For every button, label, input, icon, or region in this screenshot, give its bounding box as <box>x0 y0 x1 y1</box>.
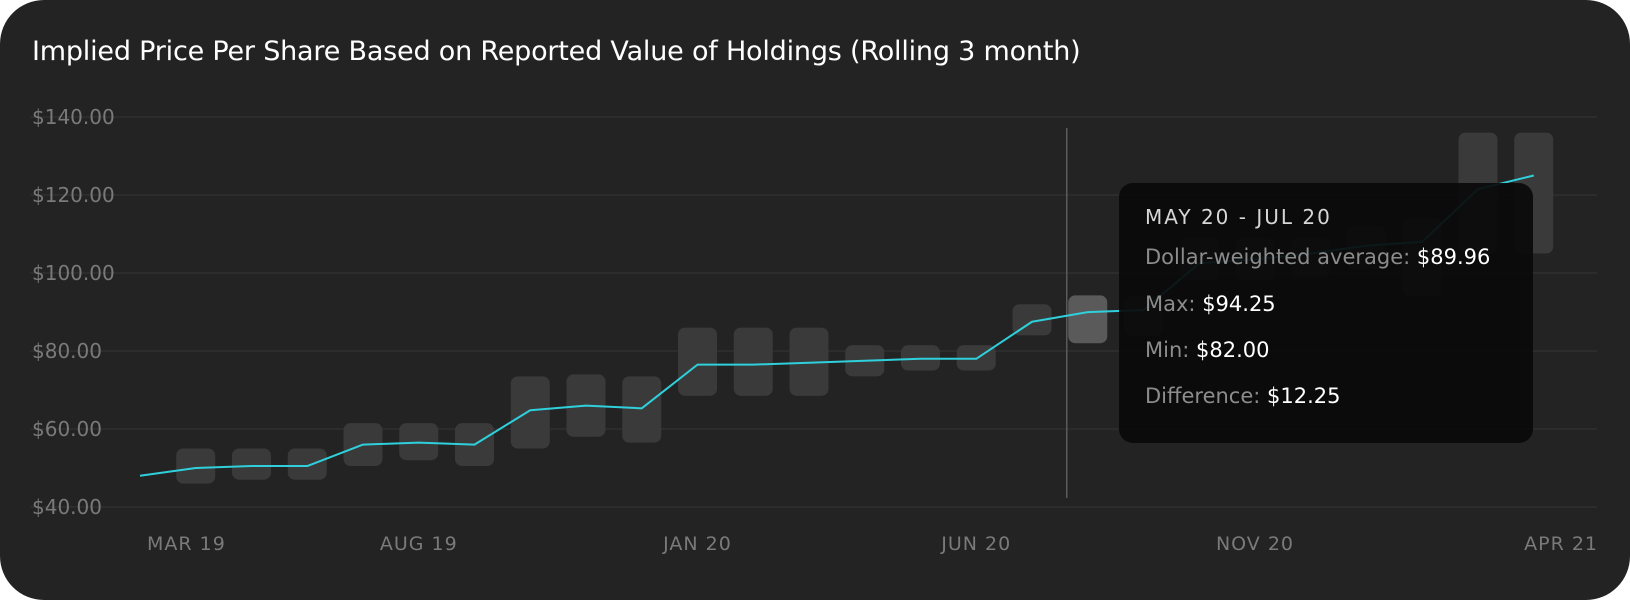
chart-title: Implied Price Per Share Based on Reporte… <box>32 36 1081 67</box>
y-tick-label: $60.00 <box>32 417 102 441</box>
y-tick-label: $100.00 <box>32 261 115 285</box>
range-bar[interactable] <box>232 448 271 480</box>
range-bar[interactable] <box>733 327 773 396</box>
range-bar[interactable] <box>176 448 216 484</box>
range-bar[interactable] <box>510 376 550 449</box>
tooltip: MAY 20 - JUL 20 Dollar-weighted average:… <box>1119 183 1533 443</box>
y-tick-label: $40.00 <box>32 495 102 519</box>
x-tick-label: MAR 19 <box>147 533 226 555</box>
tooltip-difference-value: $12.25 <box>1267 384 1341 408</box>
tooltip-average: Dollar-weighted average: $89.96 <box>1145 245 1490 269</box>
range-bar[interactable] <box>678 327 717 396</box>
tooltip-average-label: Dollar-weighted average: <box>1145 245 1411 269</box>
tooltip-difference: Difference: $12.25 <box>1145 384 1341 408</box>
x-tick-label: NOV 20 <box>1216 533 1294 555</box>
x-axis-ticks: MAR 19 AUG 19 JAN 20 JUN 20 NOV 20 APR 21 <box>147 533 1598 555</box>
tooltip-max: Max: $94.25 <box>1145 292 1276 316</box>
range-bar[interactable] <box>622 376 662 443</box>
y-tick-label: $140.00 <box>32 105 115 129</box>
y-tick-label: $120.00 <box>32 183 115 207</box>
x-tick-label: AUG 19 <box>380 533 458 555</box>
tooltip-min-label: Min: <box>1145 338 1190 362</box>
y-axis-ticks: $40.00 $60.00 $80.00 $100.00 $120.00 $140.00 <box>32 105 115 519</box>
tooltip-average-value: $89.96 <box>1416 245 1491 269</box>
tooltip-difference-label: Difference: <box>1145 384 1261 408</box>
y-tick-label: $80.00 <box>32 339 102 363</box>
tooltip-max-label: Max: <box>1145 292 1196 316</box>
x-tick-label: APR 21 <box>1524 533 1598 555</box>
range-bar[interactable] <box>287 448 327 480</box>
tooltip-min-value: $82.00 <box>1196 338 1270 362</box>
x-tick-label: JUN 20 <box>940 533 1011 555</box>
tooltip-max-value: $94.25 <box>1202 292 1276 316</box>
range-bar-active[interactable] <box>1068 295 1108 344</box>
tooltip-min: Min: $82.00 <box>1145 338 1270 362</box>
x-tick-label: JAN 20 <box>662 533 732 555</box>
tooltip-period: MAY 20 - JUL 20 <box>1145 205 1332 229</box>
